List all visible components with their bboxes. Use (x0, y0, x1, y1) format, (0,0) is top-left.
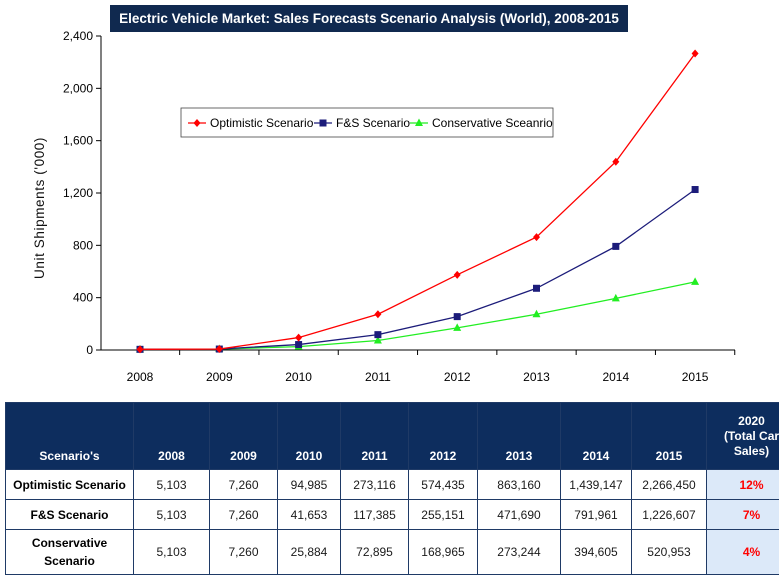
row-label-line2: Scenario (44, 554, 95, 568)
table-cell: 273,116 (340, 469, 409, 500)
table-header-row: Scenario's 2008 2009 2010 2011 2012 2013… (5, 402, 779, 470)
header-year: 2009 (209, 402, 278, 470)
table-cell: 7,260 (209, 469, 278, 500)
table-cell: 7,260 (209, 499, 278, 530)
header-scenario: Scenario's (5, 402, 134, 470)
table-cell: 574,435 (408, 469, 478, 500)
share-cell: 7% (706, 499, 779, 530)
table-cell: 1,439,147 (560, 469, 632, 500)
x-tick-label: 2011 (365, 370, 391, 384)
table-cell: 117,385 (340, 499, 409, 530)
table-cell: 5,103 (133, 499, 210, 530)
data-point-2 (373, 335, 382, 344)
row-label-line1: Conservative (31, 536, 108, 550)
table-cell: 471,690 (477, 499, 561, 530)
x-tick-label: 2014 (602, 370, 629, 384)
legend-box (180, 107, 554, 138)
data-point-2 (611, 293, 620, 302)
y-tick-label: 1,600 (63, 134, 93, 148)
table-cell: 41,653 (277, 499, 341, 530)
table-cell: 94,985 (277, 469, 341, 500)
data-point-1 (691, 186, 699, 194)
legend-marker (319, 119, 327, 127)
table-cell: 255,151 (408, 499, 478, 530)
x-tick-label: 2015 (682, 370, 709, 384)
table-cell: 273,244 (477, 529, 561, 575)
data-point-1 (533, 284, 540, 292)
table-row-conservative: Conservative Scenario 5,103 7,260 25,884… (5, 529, 779, 575)
data-point-1 (612, 242, 620, 250)
series-line-0 (139, 53, 696, 350)
header-year: 2010 (277, 402, 341, 470)
header-year: 2013 (477, 402, 561, 470)
y-axis-title: Unit Shipments ('000) (32, 137, 47, 279)
data-point-1 (453, 313, 461, 321)
table-cell: 72,895 (340, 529, 409, 575)
series-line-1 (139, 188, 696, 350)
data-point-2 (691, 277, 700, 285)
table-cell: 25,884 (277, 529, 341, 575)
table-cell: 168,965 (408, 529, 478, 575)
header-year: 2011 (340, 402, 409, 470)
table-cell: 5,103 (133, 529, 210, 575)
y-tick-label: 0 (86, 343, 93, 357)
data-point-0 (691, 49, 699, 58)
data-point-0 (374, 310, 382, 319)
header-2020-line1: 2020 (738, 413, 765, 428)
share-cell: 4% (706, 529, 779, 575)
y-tick-label: 1,200 (63, 186, 93, 200)
header-year: 2015 (631, 402, 707, 470)
table-cell: 5,103 (133, 469, 210, 500)
table-row-fs: F&S Scenario 5,103 7,260 41,653 117,385 … (5, 499, 779, 530)
legend-label: Optimistic Scenario (210, 116, 314, 130)
data-point-0 (612, 157, 620, 166)
legend-marker (415, 118, 423, 126)
row-label: F&S Scenario (5, 499, 134, 530)
x-tick-label: 2012 (444, 370, 471, 384)
chart-title: Electric Vehicle Market: Sales Forecasts… (110, 5, 628, 32)
table-cell: 1,226,607 (631, 499, 707, 530)
table-cell: 791,961 (560, 499, 632, 530)
data-point-0 (136, 345, 144, 354)
header-year: 2014 (560, 402, 632, 470)
header-year: 2012 (408, 402, 478, 470)
table-row-optimistic: Optimistic Scenario 5,103 7,260 94,985 2… (5, 469, 779, 500)
table-cell: 2,266,450 (631, 469, 707, 500)
x-tick-label: 2009 (206, 370, 233, 384)
header-2020-share: 2020 (Total Car Sales) (706, 402, 779, 470)
table-cell: 7,260 (209, 529, 278, 575)
y-tick-label: 400 (73, 291, 93, 305)
data-point-1 (374, 331, 382, 339)
legend-label: F&S Scenario (336, 116, 410, 130)
forecast-table: Scenario's 2008 2009 2010 2011 2012 2013… (5, 402, 779, 575)
legend-marker (193, 119, 201, 127)
header-2020-line2: (Total Car (723, 428, 779, 443)
data-point-2 (453, 323, 462, 331)
data-point-0 (453, 270, 461, 279)
data-point-2 (532, 309, 541, 318)
series-line-2 (139, 281, 696, 350)
data-point-0 (533, 233, 540, 242)
legend-label: Conservative Sceanrio (432, 116, 553, 130)
row-label: Conservative Scenario (5, 529, 134, 575)
y-tick-label: 2,000 (63, 81, 93, 95)
data-point-0 (215, 345, 223, 354)
x-tick-label: 2013 (523, 370, 550, 384)
share-cell: 12% (706, 469, 779, 500)
x-tick-label: 2008 (127, 370, 154, 384)
y-tick-label: 800 (73, 238, 93, 252)
y-tick-label: 2,400 (63, 29, 93, 43)
line-chart: 0 400 800 1,200 1,600 2,000 2,400 2008 2009 2010 2… (32, 29, 736, 384)
row-label: Optimistic Scenario (5, 469, 134, 500)
header-year: 2008 (133, 402, 210, 470)
x-tick-label: 2010 (285, 370, 312, 384)
table-cell: 394,605 (560, 529, 632, 575)
header-2020-line3: Sales) (733, 443, 770, 458)
data-point-0 (295, 333, 303, 342)
table-cell: 863,160 (477, 469, 561, 500)
data-point-1 (295, 341, 303, 349)
table-cell: 520,953 (631, 529, 707, 575)
